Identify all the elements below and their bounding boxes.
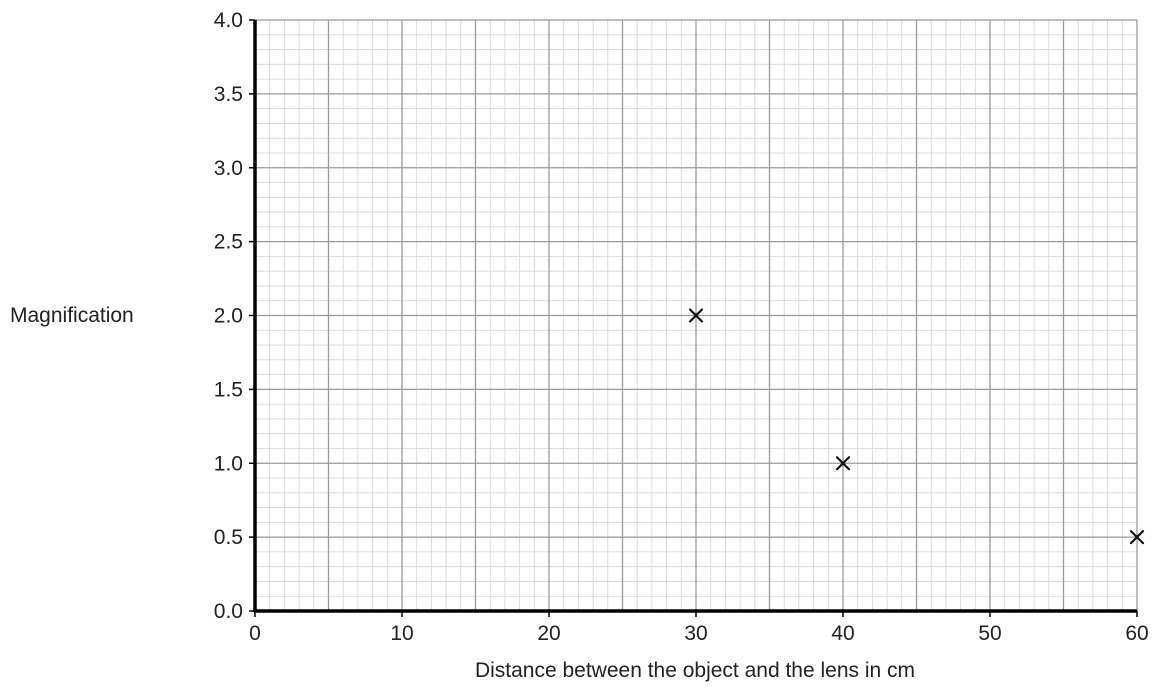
x-tick-label: 10: [390, 622, 413, 645]
y-tick-label: 0.0: [214, 600, 243, 623]
y-tick-label: 2.0: [214, 305, 243, 328]
x-tick-label: 30: [684, 622, 707, 645]
data-points: [688, 308, 1145, 545]
y-tick-label: 3.0: [214, 157, 243, 180]
data-point: [688, 308, 704, 323]
x-tick-label: 60: [1125, 622, 1148, 645]
data-point: [835, 456, 851, 471]
x-tick-label: 50: [978, 622, 1001, 645]
y-tick-label: 1.5: [214, 378, 243, 401]
y-tick-label: 4.0: [214, 9, 243, 32]
y-tick-label: 1.0: [214, 452, 243, 475]
x-axis-label: Distance between the object and the lens…: [475, 659, 915, 682]
y-tick-label: 2.5: [214, 231, 243, 254]
x-tick-label: 20: [537, 622, 560, 645]
axes: [249, 19, 1138, 617]
x-tick-labels: 0 10 20 30 40 50 60: [249, 622, 1149, 645]
y-tick-labels: 0.0 0.5 1.0 1.5 2.0 2.5 3.0 3.5 4.0: [214, 9, 243, 623]
x-tick-label: 40: [831, 622, 854, 645]
y-tick-label: 3.5: [214, 83, 243, 106]
y-axis-label: Magnification: [10, 304, 134, 327]
data-point: [1129, 530, 1145, 545]
x-tick-label: 0: [249, 622, 261, 645]
y-tick-label: 0.5: [214, 526, 243, 549]
